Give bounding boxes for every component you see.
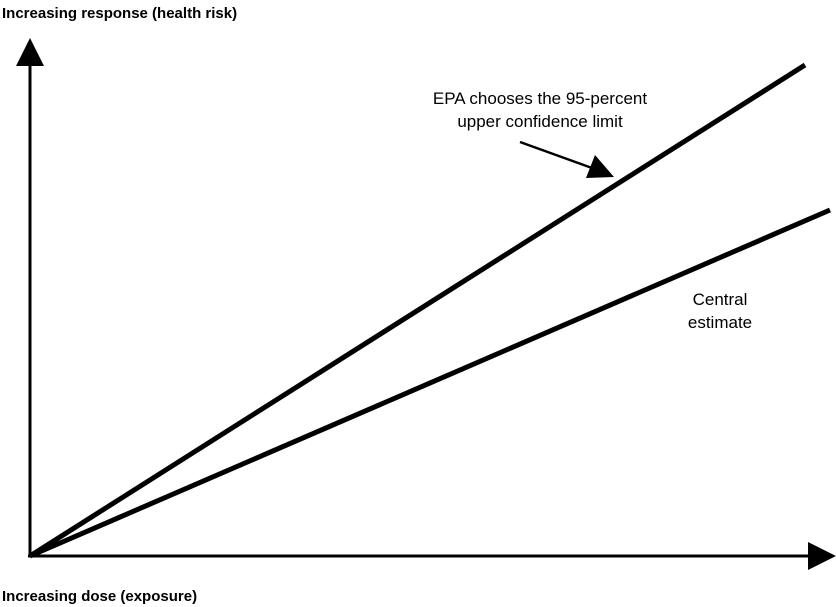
- upper-limit-line: [28, 62, 807, 559]
- x-axis-label: Increasing dose (exposure): [2, 588, 197, 605]
- pointer-arrow: [519, 140, 593, 170]
- central-estimate-label: Central: [693, 290, 748, 309]
- central-estimate-line: [29, 207, 831, 559]
- pointer-arrowhead: [586, 155, 614, 178]
- upper-limit-label: upper confidence limit: [457, 112, 623, 131]
- central-estimate-label: estimate: [688, 313, 752, 332]
- y-axis-label: Increasing response (health risk): [2, 5, 237, 22]
- x-axis-arrow: [808, 542, 836, 570]
- upper-limit-label: EPA chooses the 95-percent: [433, 89, 647, 108]
- y-axis-arrow: [16, 38, 44, 66]
